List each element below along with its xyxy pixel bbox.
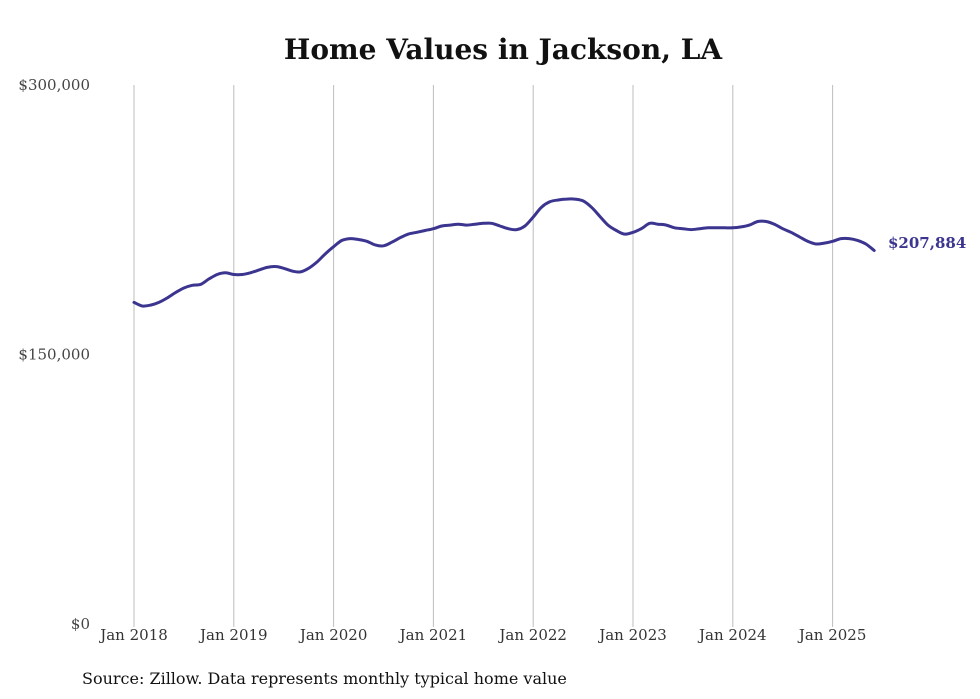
y-tick-label: $150,000 bbox=[18, 346, 90, 364]
gridlines bbox=[133, 85, 834, 627]
x-tick-label: Jan 2023 bbox=[597, 626, 667, 644]
chart-title: Home Values in Jackson, LA bbox=[284, 33, 724, 66]
plot-area bbox=[132, 197, 876, 308]
x-tick-label: Jan 2019 bbox=[198, 626, 268, 644]
x-tick-label: Jan 2021 bbox=[398, 626, 468, 644]
x-axis-ticks: Jan 2018 Jan 2019 Jan 2020 Jan 2021 Jan 2022… bbox=[98, 626, 866, 644]
series-line-0 bbox=[132, 197, 876, 308]
source-note: Source: Zillow. Data represents monthly … bbox=[82, 669, 567, 688]
x-tick-label: Jan 2025 bbox=[797, 626, 867, 644]
x-tick-label: Jan 2024 bbox=[697, 626, 767, 644]
x-tick-label: Jan 2022 bbox=[497, 626, 567, 644]
y-axis-ticks: $300,000 $150,000 $0 bbox=[18, 76, 90, 633]
y-tick-label: $300,000 bbox=[18, 76, 90, 94]
end-value-label: $207,884 bbox=[888, 234, 966, 252]
x-tick-label: Jan 2020 bbox=[298, 626, 368, 644]
y-tick-label: $0 bbox=[71, 615, 90, 633]
x-tick-label: Jan 2018 bbox=[98, 626, 168, 644]
